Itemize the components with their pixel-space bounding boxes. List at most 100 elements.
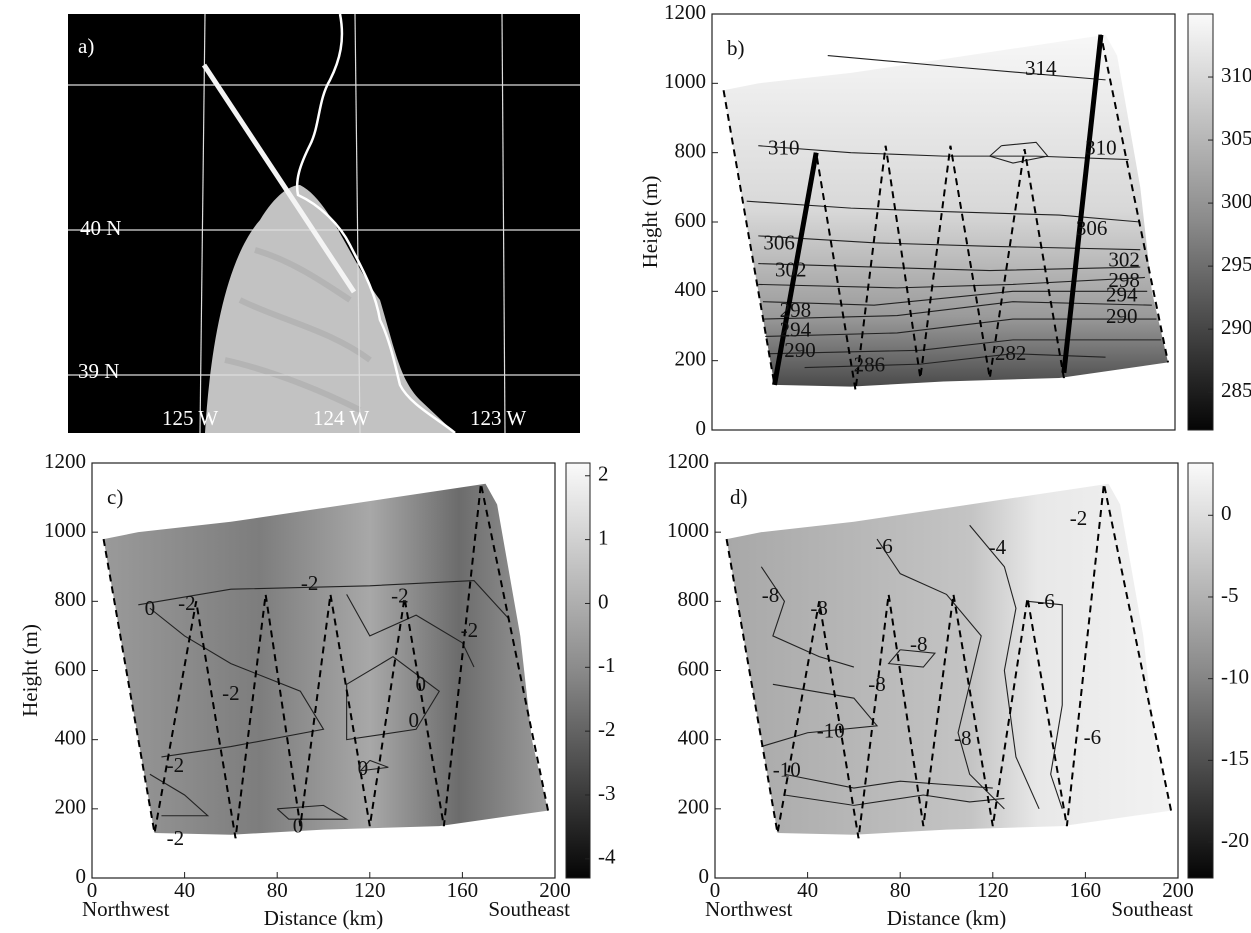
map-label: 123 W xyxy=(470,406,526,430)
data-field xyxy=(103,483,549,835)
contour-label: 298 xyxy=(1108,268,1140,292)
y-tick-label: 1200 xyxy=(44,449,86,473)
x-axis-label: Distance (km) xyxy=(264,906,384,930)
contour-line xyxy=(760,566,855,668)
contour-label: -6 xyxy=(1037,589,1055,613)
contour-label: 0 xyxy=(358,756,369,780)
y-tick-label: 400 xyxy=(55,725,87,749)
contour-label: 286 xyxy=(854,353,886,377)
x-tick-label: 0 xyxy=(710,878,721,902)
contour-label: 302 xyxy=(775,258,807,282)
y-tick-label: 600 xyxy=(675,208,707,232)
direction-label: Northwest xyxy=(705,897,793,921)
contour-label: -2 xyxy=(167,753,185,777)
data-field xyxy=(726,483,1172,835)
colorbar-tick-label: 0 xyxy=(598,589,609,613)
contour-label: 0 xyxy=(145,596,156,620)
x-tick-label: 120 xyxy=(354,878,386,902)
contour-label: 0 xyxy=(293,814,304,838)
contour-label: 282 xyxy=(995,341,1027,365)
colorbar-tick-label: -20 xyxy=(1221,828,1249,852)
contour-label: -2 xyxy=(461,618,479,642)
panel-label: a) xyxy=(78,34,94,58)
contour-label: -2 xyxy=(222,681,240,705)
y-tick-label: 1000 xyxy=(664,69,706,93)
direction-label: Southeast xyxy=(1111,897,1193,921)
contour-label: -10 xyxy=(817,719,845,743)
colorbar-tick-label: 285 xyxy=(1221,378,1251,402)
colorbar-tick-label: -15 xyxy=(1221,746,1249,770)
x-tick-label: 0 xyxy=(87,878,98,902)
x-tick-label: 160 xyxy=(447,878,479,902)
contour-label: -8 xyxy=(810,596,828,620)
contour-line xyxy=(804,353,1106,369)
colorbar-tick-label: 1 xyxy=(598,525,609,549)
colorbar-tick-label: -2 xyxy=(598,717,616,741)
contour-line xyxy=(762,301,1152,320)
x-axis-label: Distance (km) xyxy=(887,906,1007,930)
contour-label: 0 xyxy=(409,708,420,732)
flight-track xyxy=(102,483,550,839)
y-tick-label: 800 xyxy=(55,587,87,611)
contour-line xyxy=(969,524,1040,810)
contour-label: -2 xyxy=(167,826,185,850)
panel-label: d) xyxy=(730,485,748,509)
colorbar-tick-label: -10 xyxy=(1221,664,1249,688)
colorbar xyxy=(1187,13,1214,431)
x-tick-label: 40 xyxy=(797,878,818,902)
contour-label: -8 xyxy=(954,726,972,750)
contour-line xyxy=(346,656,440,741)
contour-label: 306 xyxy=(1076,216,1108,240)
contour-line xyxy=(784,773,993,789)
contour-line xyxy=(276,804,349,820)
contour-label: -2 xyxy=(391,584,409,608)
map-label: 124 W xyxy=(313,406,369,430)
y-tick-label: 200 xyxy=(55,795,87,819)
direction-label: Northwest xyxy=(82,897,170,921)
x-tick-label: 80 xyxy=(267,878,288,902)
contour-label: -2 xyxy=(1070,506,1088,530)
data-field xyxy=(723,34,1169,387)
y-tick-label: 1000 xyxy=(44,518,86,542)
contour-label: 0 xyxy=(415,672,426,696)
contour-label: 290 xyxy=(1106,304,1138,328)
contour-line xyxy=(887,649,937,668)
colorbar-tick-label: 305 xyxy=(1221,126,1251,150)
contour-label: 314 xyxy=(1025,56,1057,80)
colorbar-tick-label: 300 xyxy=(1221,189,1251,213)
x-tick-label: 120 xyxy=(977,878,1009,902)
coastline xyxy=(295,13,456,434)
colorbar-tick-label: -3 xyxy=(598,781,616,805)
y-tick-label: 1000 xyxy=(667,518,709,542)
contour-line xyxy=(876,538,1005,810)
y-tick-label: 600 xyxy=(55,656,87,680)
cloud-texture xyxy=(224,247,372,413)
y-tick-label: 400 xyxy=(675,277,707,301)
contour-line xyxy=(149,607,325,758)
profile-line xyxy=(1061,34,1104,374)
contour-label: 290 xyxy=(784,338,816,362)
y-tick-label: 200 xyxy=(678,795,710,819)
contour-label: 306 xyxy=(763,231,795,255)
panel-label: c) xyxy=(107,485,123,509)
contour-line xyxy=(746,200,1141,223)
contour-label: 310 xyxy=(768,136,800,160)
y-tick-label: 1200 xyxy=(667,449,709,473)
colorbar-tick-label: 290 xyxy=(1221,315,1251,339)
flight-track xyxy=(725,483,1173,839)
panel-label: b) xyxy=(727,36,745,60)
transect xyxy=(201,63,357,294)
contour-label: -6 xyxy=(1084,725,1102,749)
contour-line xyxy=(827,55,1106,81)
colorbar xyxy=(565,462,591,879)
x-tick-label: 160 xyxy=(1070,878,1102,902)
contour-line xyxy=(758,145,1129,161)
x-tick-label: 40 xyxy=(174,878,195,902)
y-tick-label: 200 xyxy=(675,346,707,370)
contour-label: -4 xyxy=(989,535,1007,559)
y-axis-label: Height (m) xyxy=(638,176,662,269)
contour-line xyxy=(1027,600,1063,810)
colorbar-tick-label: 0 xyxy=(1221,501,1232,525)
contour-label: -6 xyxy=(875,534,893,558)
contour-label: -2 xyxy=(178,591,196,615)
